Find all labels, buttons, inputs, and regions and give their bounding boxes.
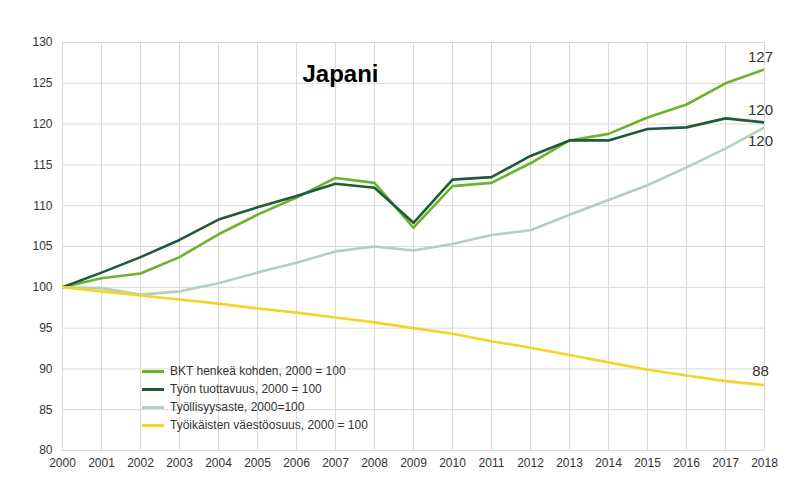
- html-text:Työn tuottavuus, 2000 = 100: Työn tuottavuus, 2000 = 100: [170, 382, 322, 396]
- svg-text:2006: 2006: [283, 456, 310, 470]
- svg-text:125: 125: [32, 76, 52, 90]
- svg-text:120: 120: [748, 132, 773, 149]
- svg-text:120: 120: [748, 101, 773, 118]
- svg-text:2015: 2015: [634, 456, 661, 470]
- svg-text:105: 105: [32, 239, 52, 253]
- html-text:BKT henkeä kohden, 2000 = 100: BKT henkeä kohden, 2000 = 100: [170, 364, 346, 378]
- svg-text:2016: 2016: [673, 456, 700, 470]
- html-text:Työllisyysaste, 2000=100: Työllisyysaste, 2000=100: [170, 400, 305, 414]
- svg-text:2014: 2014: [595, 456, 622, 470]
- svg-text:2013: 2013: [556, 456, 583, 470]
- svg-text:130: 130: [32, 35, 52, 49]
- svg-text:2007: 2007: [322, 456, 349, 470]
- svg-text:90: 90: [39, 362, 53, 376]
- svg-text:115: 115: [33, 158, 52, 172]
- svg-text:2011: 2011: [479, 456, 505, 470]
- svg-text:2018: 2018: [751, 456, 778, 470]
- svg-text:80: 80: [39, 443, 53, 458]
- svg-text:2017: 2017: [712, 456, 739, 470]
- svg-text:Japani: Japani: [303, 60, 379, 87]
- svg-text:2004: 2004: [205, 456, 232, 470]
- svg-text:100: 100: [32, 280, 52, 294]
- svg-text:2002: 2002: [127, 456, 154, 470]
- svg-text:2000: 2000: [49, 456, 76, 470]
- svg-text:2012: 2012: [517, 456, 544, 470]
- svg-text:88: 88: [752, 362, 769, 379]
- svg-text:127: 127: [748, 48, 773, 65]
- svg-text:2009: 2009: [400, 456, 427, 470]
- svg-text:110: 110: [33, 199, 52, 213]
- svg-text:2008: 2008: [361, 456, 388, 470]
- svg-text:85: 85: [39, 403, 53, 417]
- svg-text:2003: 2003: [166, 456, 193, 470]
- svg-text:2010: 2010: [439, 456, 466, 470]
- svg-text:95: 95: [39, 321, 53, 335]
- svg-text:120: 120: [32, 117, 52, 131]
- svg-text:2005: 2005: [244, 456, 271, 470]
- svg-text:2001: 2001: [88, 456, 115, 470]
- html-text:Työikäisten väestöosuus, 2000: Työikäisten väestöosuus, 2000 = 100: [170, 418, 368, 432]
